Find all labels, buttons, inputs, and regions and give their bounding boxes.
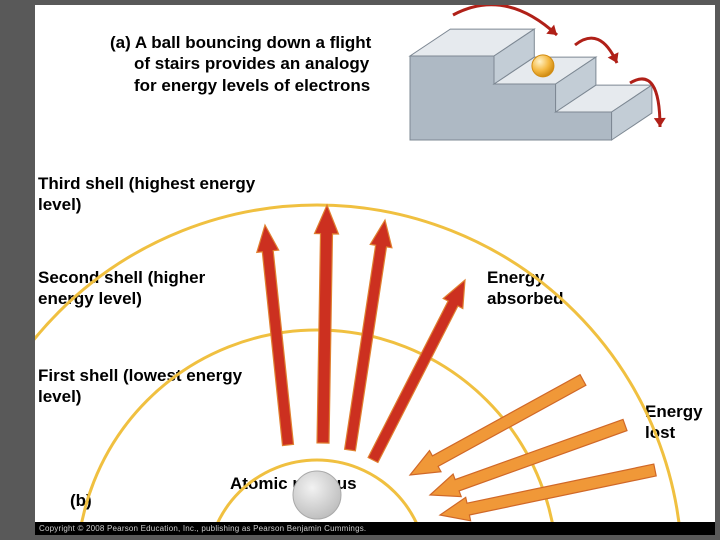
energy-lost-arrow [440, 464, 656, 521]
figure-canvas: (a) A ball bouncing down a flight of sta… [35, 5, 715, 535]
bounce-arrowhead [654, 118, 666, 127]
ball [532, 55, 554, 77]
copyright-bar: Copyright © 2008 Pearson Education, Inc.… [35, 522, 715, 535]
energy-lost-arrow [410, 375, 586, 475]
energy-absorbed-arrow [315, 205, 339, 443]
energy-absorbed-arrow [345, 220, 392, 451]
nucleus-circle [293, 471, 341, 519]
figure-svg [35, 5, 715, 535]
